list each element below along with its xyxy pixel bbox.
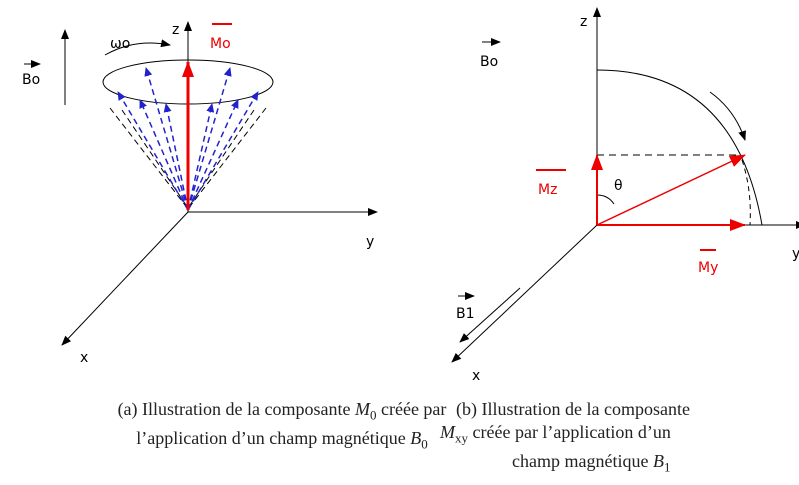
caption-text: (a) Illustration de la composante xyxy=(117,399,355,419)
diagrams: z y x Mo Bo ωo z y x Bo B1 Mz My θ xyxy=(22,7,799,384)
caption-symbol: M xyxy=(440,422,455,442)
my-label: My xyxy=(698,260,718,276)
caption-symbol: M xyxy=(354,399,370,419)
m0-label: Mo xyxy=(210,36,231,52)
caption-text: champ magnétique xyxy=(512,450,653,471)
rotation-arrow xyxy=(709,91,746,141)
y-label: y xyxy=(792,246,799,262)
spin-vectors xyxy=(117,67,259,211)
rotation-arrow xyxy=(104,39,171,56)
caption-subscript: 0 xyxy=(421,436,428,452)
theta-label: θ xyxy=(614,178,623,194)
x-label: x xyxy=(472,368,480,384)
x-axis xyxy=(61,211,189,346)
caption-symbol: B xyxy=(410,427,422,448)
rotation-arc xyxy=(596,69,763,226)
diagram-b xyxy=(451,7,799,363)
z-label: z xyxy=(580,14,587,30)
x-axis xyxy=(451,224,598,363)
caption-subscript: 1 xyxy=(663,459,671,475)
caption-b: (b) Illustration de la composante Mxy cr… xyxy=(440,398,799,478)
b0-label: Bo xyxy=(480,54,498,70)
caption-symbol: B xyxy=(652,450,664,471)
caption-a: (a) Illustration de la composante M0 cré… xyxy=(112,398,452,455)
z-label: z xyxy=(172,22,179,38)
b0-label: Bo xyxy=(22,72,40,88)
caption-text: (b) Illustration de la composante xyxy=(456,399,690,419)
caption-text: créée par l’application d’un champ magné… xyxy=(136,399,447,448)
m-vector xyxy=(596,154,746,226)
caption-subscript: xy xyxy=(455,430,468,446)
y-label: y xyxy=(366,234,374,250)
mz-label: Mz xyxy=(538,182,557,198)
caption-text: créée par l’application d’un xyxy=(468,422,671,442)
diagram-a xyxy=(24,21,378,346)
b1-label: B1 xyxy=(456,306,475,322)
projection-arc xyxy=(741,159,751,226)
theta-arc xyxy=(596,194,615,205)
b1-arrow xyxy=(459,287,521,343)
caption-subscript: 0 xyxy=(369,407,377,423)
x-label: x xyxy=(80,350,88,366)
omega-label: ωo xyxy=(110,36,130,52)
